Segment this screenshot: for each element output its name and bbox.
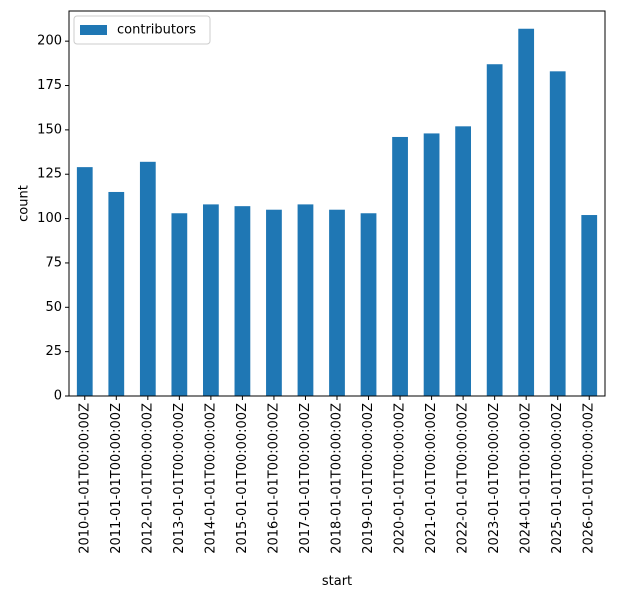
x-tick-label: 2012-01-01T00:00:00Z bbox=[140, 403, 155, 554]
y-tick-label: 75 bbox=[45, 255, 62, 270]
bar-2021-01-01T00:00:00Z bbox=[423, 133, 440, 396]
x-axis-title: start bbox=[322, 574, 352, 589]
x-tick-label: 2020-01-01T00:00:00Z bbox=[393, 403, 408, 554]
bar-2017-01-01T00:00:00Z bbox=[297, 204, 314, 396]
y-tick-label: 200 bbox=[37, 34, 62, 49]
bar-2012-01-01T00:00:00Z bbox=[139, 161, 156, 396]
bar-2011-01-01T00:00:00Z bbox=[108, 191, 125, 396]
legend: contributors bbox=[73, 15, 211, 45]
legend-label-contributors: contributors bbox=[117, 23, 196, 38]
bar-2020-01-01T00:00:00Z bbox=[392, 136, 408, 396]
y-tick-label: 150 bbox=[37, 122, 62, 137]
y-tick-label: 125 bbox=[37, 167, 62, 182]
y-tick-label: 100 bbox=[37, 211, 62, 226]
bar-2024-01-01T00:00:00Z bbox=[518, 28, 535, 396]
x-tick-label: 2026-01-01T00:00:00Z bbox=[582, 403, 597, 554]
x-tick-label: 2017-01-01T00:00:00Z bbox=[298, 403, 313, 554]
bar-2014-01-01T00:00:00Z bbox=[203, 204, 219, 396]
y-tick-label: 25 bbox=[45, 344, 62, 359]
x-tick-label: 2024-01-01T00:00:00Z bbox=[519, 403, 534, 554]
x-tick-label: 2010-01-01T00:00:00Z bbox=[77, 403, 92, 554]
bar-2013-01-01T00:00:00Z bbox=[171, 213, 188, 396]
bar-2016-01-01T00:00:00Z bbox=[266, 209, 282, 396]
bar-2025-01-01T00:00:00Z bbox=[549, 71, 566, 397]
bar-2010-01-01T00:00:00Z bbox=[76, 167, 93, 396]
y-axis-title: count bbox=[17, 185, 32, 222]
legend-swatch-contributors bbox=[80, 25, 107, 35]
x-tick-label: 2021-01-01T00:00:00Z bbox=[424, 403, 439, 554]
bar-2015-01-01T00:00:00Z bbox=[234, 206, 251, 396]
x-tick-label: 2022-01-01T00:00:00Z bbox=[456, 403, 471, 554]
bar-2022-01-01T00:00:00Z bbox=[455, 126, 471, 397]
x-tick-label: 2014-01-01T00:00:00Z bbox=[203, 403, 218, 554]
bar-2023-01-01T00:00:00Z bbox=[486, 64, 503, 397]
x-tick-label: 2013-01-01T00:00:00Z bbox=[172, 403, 187, 554]
x-tick-label: 2016-01-01T00:00:00Z bbox=[266, 403, 281, 554]
x-tick-label: 2023-01-01T00:00:00Z bbox=[487, 403, 502, 554]
x-tick-label: 2019-01-01T00:00:00Z bbox=[361, 403, 376, 554]
bar-2018-01-01T00:00:00Z bbox=[329, 209, 345, 396]
x-tick-label: 2015-01-01T00:00:00Z bbox=[235, 403, 250, 554]
plot-frame bbox=[68, 10, 606, 397]
legend-box bbox=[73, 15, 211, 45]
bar-2019-01-01T00:00:00Z bbox=[360, 213, 377, 396]
x-tick-label: 2025-01-01T00:00:00Z bbox=[550, 403, 565, 554]
x-tick-label: 2018-01-01T00:00:00Z bbox=[330, 403, 345, 554]
y-axis: 0 25 50 75 100 125 150 175 200 bbox=[37, 34, 69, 404]
x-tick-label: 2011-01-01T00:00:00Z bbox=[109, 403, 124, 554]
y-tick-label: 50 bbox=[45, 300, 62, 315]
bar-2026-01-01T00:00:00Z bbox=[581, 215, 598, 396]
x-axis: 2010-01-01T00:00:00Z 2011-01-01T00:00:00Z… bbox=[77, 396, 597, 554]
y-tick-label: 175 bbox=[37, 78, 62, 93]
y-tick-label: 0 bbox=[54, 389, 62, 404]
bars-group bbox=[76, 28, 598, 397]
